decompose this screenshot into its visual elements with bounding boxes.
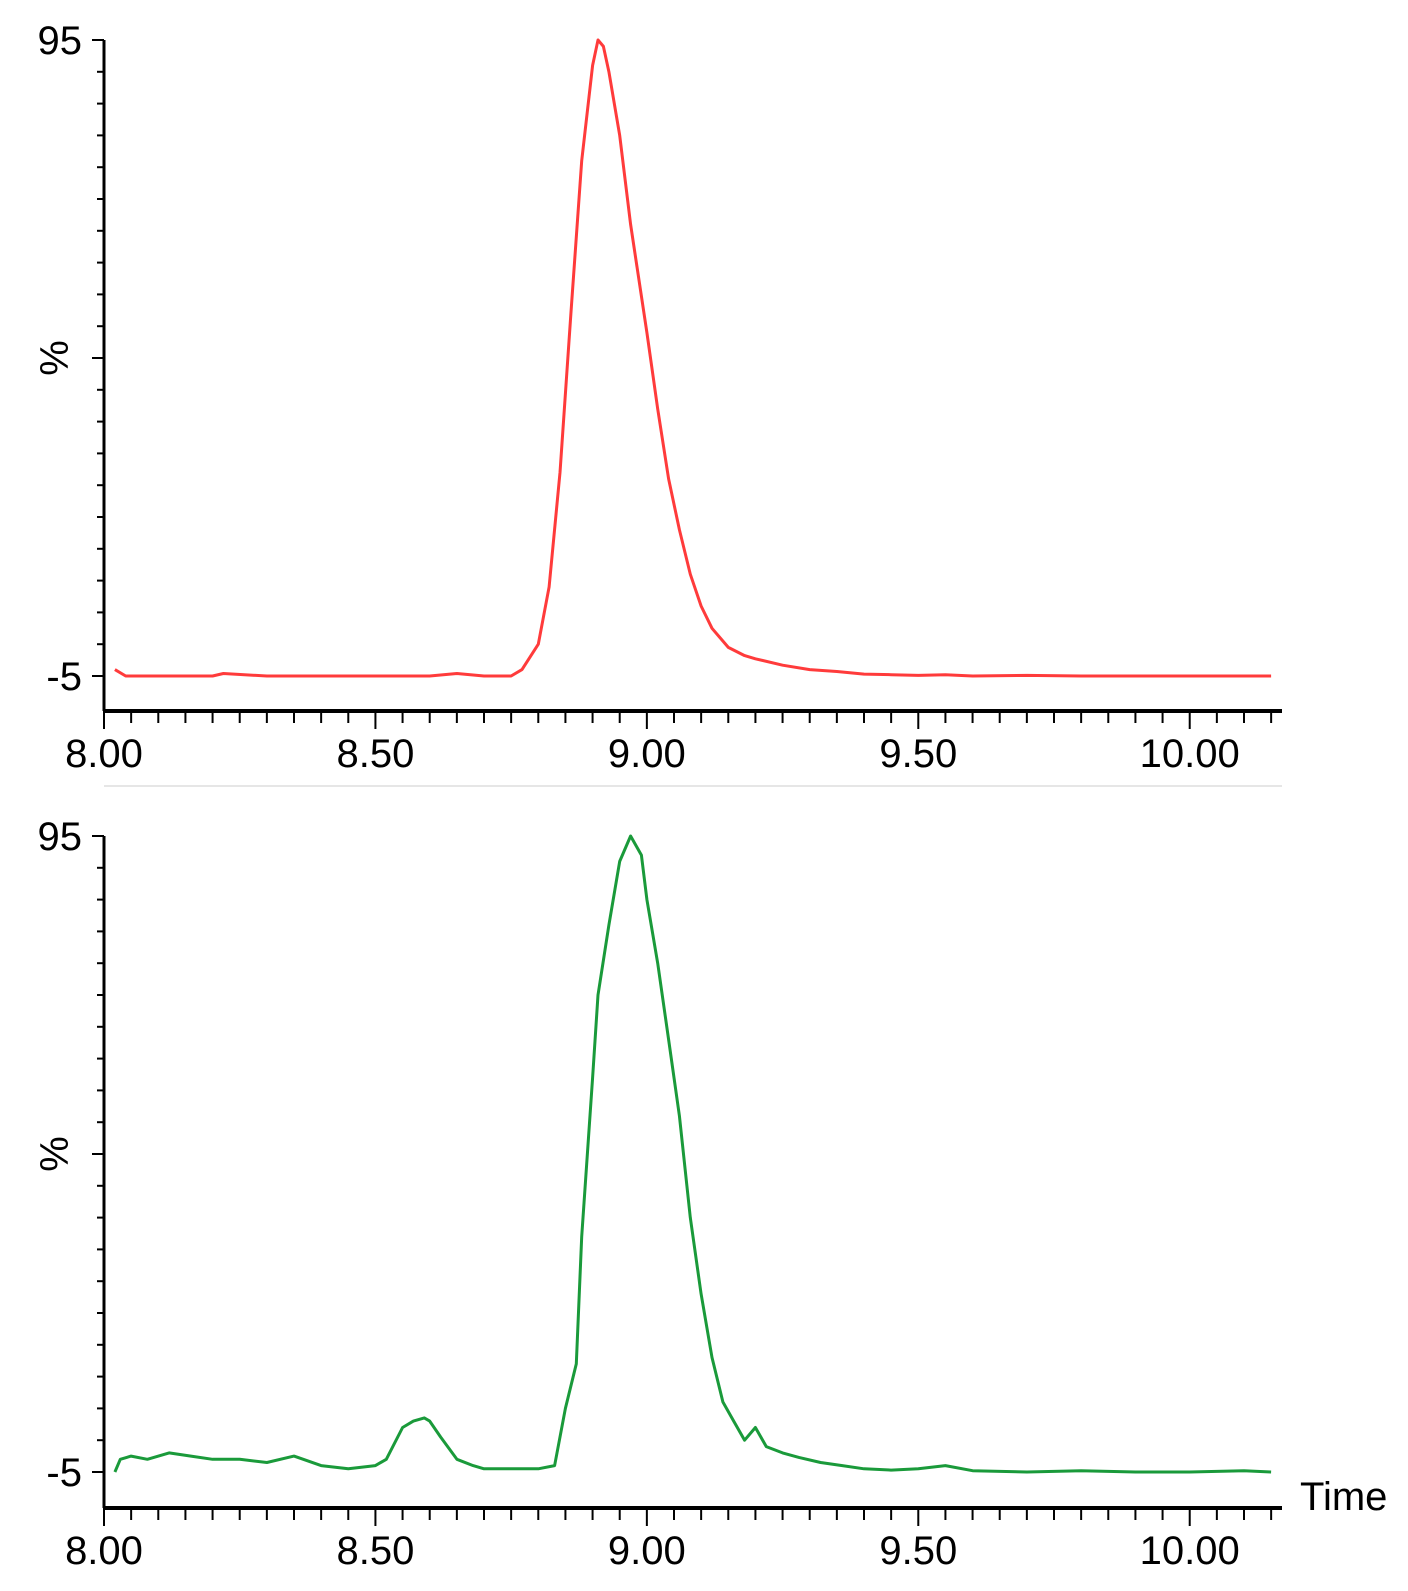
panel-2-y-axis-label: % (33, 1136, 77, 1172)
panel-1-x-tick-label: 8.50 (336, 732, 414, 776)
panel-2-x-tick-label: 8.50 (336, 1529, 414, 1573)
panel-1-y-tick-label: -5 (46, 655, 82, 699)
panel-1-x-tick-label: 8.00 (65, 732, 143, 776)
panel-2-y-tick-label: -5 (46, 1451, 82, 1495)
panel-2-x-tick-label: 9.00 (608, 1529, 686, 1573)
panel-2-y-tick-label: 95 (38, 815, 83, 859)
panel-1-x-tick-label: 10.00 (1140, 732, 1240, 776)
panel-1-y-tick-label: 95 (38, 19, 83, 63)
panel-2-x-tick-label: 9.50 (879, 1529, 957, 1573)
panel-1-x-tick-label: 9.50 (879, 732, 957, 776)
panel-1-series-line (114, 38, 1272, 678)
panel-1-x-tick-label: 9.00 (608, 732, 686, 776)
panel-2-series-line (113, 834, 1272, 1474)
panel-2-x-tick-label: 10.00 (1140, 1529, 1240, 1573)
panel-2-x-tick-label: 8.00 (65, 1529, 143, 1573)
panel-1-y-axis-label: % (33, 340, 77, 376)
panel-2-x-axis-label: Time (1300, 1475, 1387, 1519)
